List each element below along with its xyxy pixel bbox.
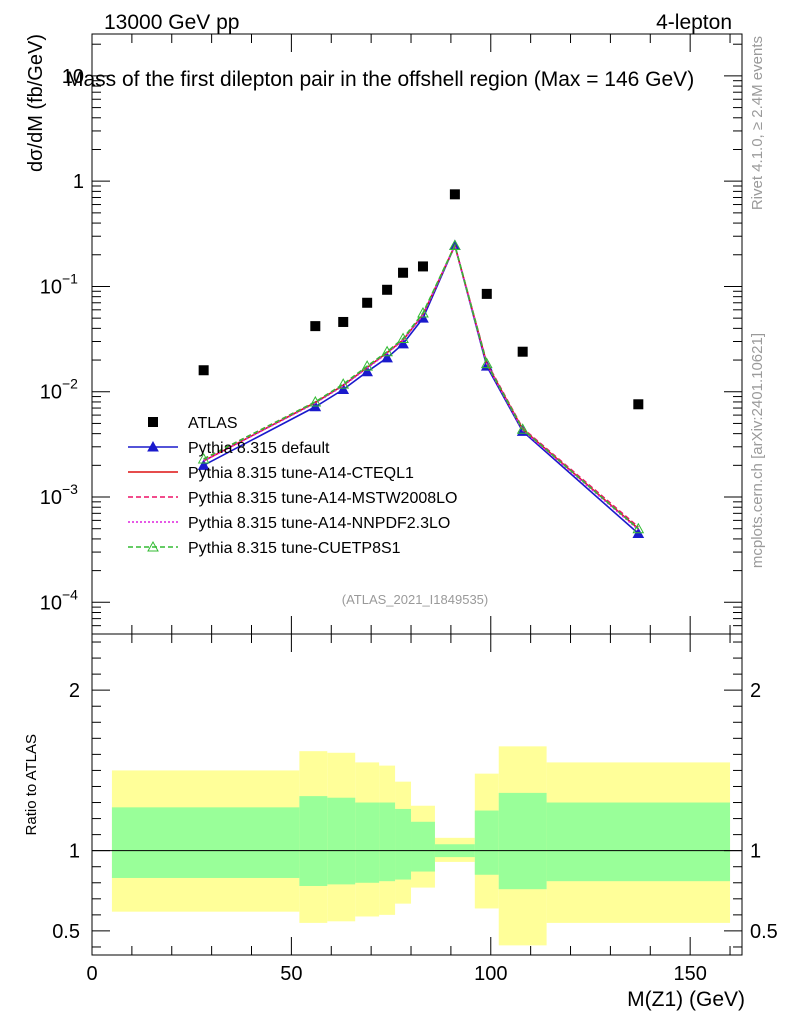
data-point xyxy=(633,399,644,410)
y-tick-exponent: −3 xyxy=(62,481,78,497)
legend-label-2: Pythia 8.315 tune-A14-MSTW2008LO xyxy=(188,490,457,507)
process-label: 4-lepton xyxy=(656,11,732,34)
series-marker-0 xyxy=(197,459,210,470)
x-tick-label: 0 xyxy=(86,963,97,985)
data-point xyxy=(398,267,409,278)
y-tick-label: 10 xyxy=(40,382,62,404)
data-point xyxy=(338,316,349,327)
y-tick-label: 10 xyxy=(40,276,62,298)
ratio-green-band xyxy=(411,821,435,872)
ratio-green-band xyxy=(299,796,328,886)
data-point xyxy=(382,284,393,295)
data-point xyxy=(198,365,209,376)
ratio-green-band xyxy=(379,802,396,882)
series-marker-4 xyxy=(337,378,350,389)
y-tick-label: 10 xyxy=(40,487,62,509)
series-marker-4 xyxy=(361,360,374,371)
x-tick-label: 150 xyxy=(673,963,706,985)
series-marker-0 xyxy=(337,383,350,395)
series-line-2 xyxy=(203,243,639,528)
legend-marker-data xyxy=(148,417,158,427)
ratio-y-tick-label: 1 xyxy=(750,841,761,863)
y-tick-exponent: −1 xyxy=(62,270,78,286)
energy-label: 13000 GeV pp xyxy=(104,11,239,34)
y-tick-label: 10 xyxy=(62,66,84,88)
ratio-y-axis-label: Ratio to ATLAS xyxy=(23,734,40,835)
series-marker-4 xyxy=(480,357,493,369)
series-line-3 xyxy=(203,243,639,531)
series-marker-0 xyxy=(381,351,393,363)
ratio-green-band xyxy=(327,797,356,885)
y-tick-label: 10 xyxy=(40,592,62,614)
legend-label-3: Pythia 8.315 tune-A14-NNPDF2.3LO xyxy=(188,515,450,532)
ratio-green-band xyxy=(355,802,380,883)
x-tick-label: 50 xyxy=(280,963,302,985)
ratio-frame xyxy=(91,633,743,956)
series-marker-4 xyxy=(197,452,210,464)
legend-marker-4 xyxy=(147,540,159,552)
series-marker-4 xyxy=(632,522,645,534)
ratio-green-band xyxy=(498,792,547,890)
data-point xyxy=(310,321,321,332)
legend-marker-0 xyxy=(147,440,159,452)
legend-label-data: ATLAS xyxy=(188,415,238,432)
series-marker-4 xyxy=(397,332,409,344)
ratio-y-tick-label: 2 xyxy=(69,680,80,702)
ratio-y-tick-label: 1 xyxy=(69,841,80,863)
series-marker-4 xyxy=(309,395,322,407)
series-marker-4 xyxy=(516,423,529,434)
series-marker-4 xyxy=(381,345,393,357)
ratio-green-band xyxy=(395,808,412,880)
ratio-y-tick-label: 0.5 xyxy=(52,921,80,943)
legend-label-4: Pythia 8.315 tune-CUETP8S1 xyxy=(188,540,401,557)
series-line-4 xyxy=(203,243,639,530)
analysis-id: (ATLAS_2021_I1849535) xyxy=(342,592,488,607)
ratio-green-band xyxy=(111,807,300,878)
rivet-side-label: Rivet 4.1.0, ≥ 2.4M events xyxy=(749,36,766,210)
ratio-plot: 0 50 100 150 0.5 0.5 1 1 2 2 xyxy=(52,633,778,985)
y-axis-label: dσ/dM (fb/GeV) xyxy=(25,34,47,172)
series-marker-4 xyxy=(449,239,461,250)
ratio-green-band xyxy=(546,802,731,882)
series-marker-0 xyxy=(361,365,374,377)
plot-title: Mass of the first dilepton pair in the o… xyxy=(66,68,694,91)
ratio-y-tick-label: 2 xyxy=(750,680,761,702)
data-point xyxy=(449,189,460,200)
data-point xyxy=(517,346,528,357)
ratio-green-band xyxy=(474,810,499,875)
ratio-y-tick-label: 0.5 xyxy=(750,921,778,943)
data-point xyxy=(481,288,492,299)
x-tick-label: 100 xyxy=(474,963,507,985)
series-marker-4 xyxy=(417,306,429,318)
mcplots-side-label: mcplots.cern.ch [arXiv:2401.10621] xyxy=(749,333,766,568)
y-tick-exponent: −4 xyxy=(62,586,78,602)
data-point xyxy=(362,297,373,308)
series-line-1 xyxy=(203,243,639,530)
legend: ATLAS Pythia 8.315 default Pythia 8.315 tu… xyxy=(128,415,457,557)
legend-label-1: Pythia 8.315 tune-A14-CTEQL1 xyxy=(188,465,414,482)
data-point xyxy=(417,261,428,272)
y-tick-label: 1 xyxy=(73,171,84,193)
legend-label-0: Pythia 8.315 default xyxy=(188,440,330,457)
x-axis-label: M(Z1) (GeV) xyxy=(627,988,745,1011)
y-tick-exponent: −2 xyxy=(62,376,78,392)
